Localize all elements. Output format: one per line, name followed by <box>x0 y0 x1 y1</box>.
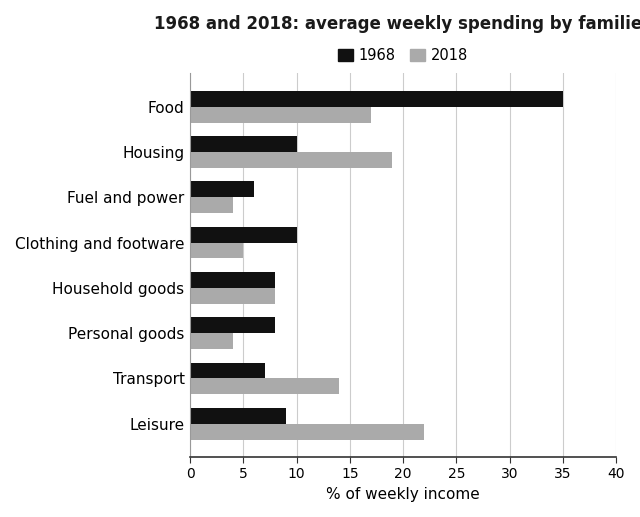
Bar <box>190 197 233 213</box>
Legend: 1968, 2018: 1968, 2018 <box>333 42 474 69</box>
Bar <box>190 272 275 288</box>
Bar <box>190 333 233 349</box>
Bar <box>190 242 243 258</box>
Bar <box>190 136 296 152</box>
Bar <box>190 378 339 394</box>
Bar <box>190 227 296 242</box>
Bar <box>190 91 563 107</box>
Bar <box>190 107 371 123</box>
Bar <box>190 362 264 378</box>
X-axis label: % of weekly income: % of weekly income <box>326 487 480 502</box>
Bar <box>190 152 392 168</box>
Bar <box>190 424 424 439</box>
Title: 1968 and 2018: average weekly spending by families: 1968 and 2018: average weekly spending b… <box>154 15 640 33</box>
Bar <box>190 288 275 303</box>
Bar <box>190 181 254 197</box>
Bar <box>190 408 286 424</box>
Bar <box>190 317 275 333</box>
